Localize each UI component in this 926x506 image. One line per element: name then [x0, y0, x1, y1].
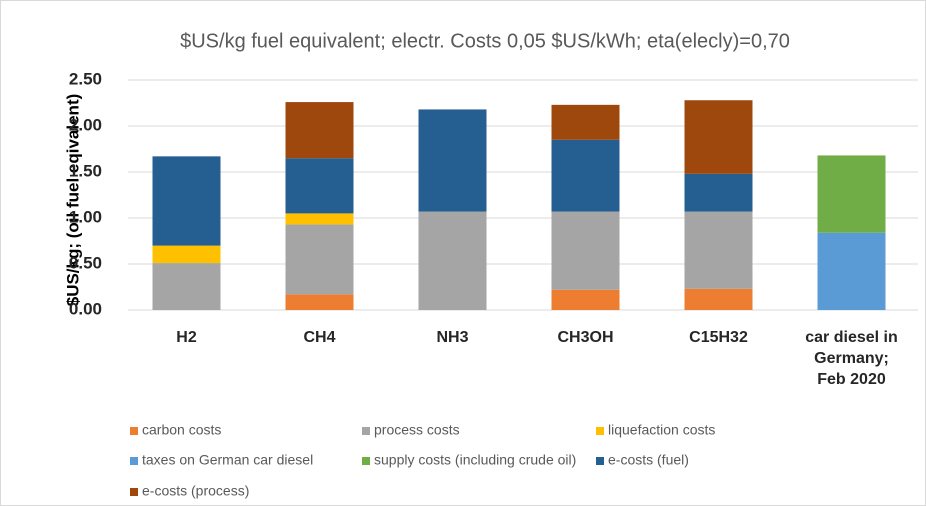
- legend-swatch: [130, 427, 138, 435]
- legend-swatch: [596, 457, 604, 465]
- legend-label: supply costs (including crude oil): [374, 452, 576, 468]
- bar-segment: [285, 102, 354, 159]
- legend-swatch: [130, 488, 138, 496]
- x-tick-label: NH3: [436, 329, 469, 346]
- legend-swatch: [362, 427, 370, 435]
- bar-segment: [551, 289, 620, 310]
- legend-swatch: [596, 427, 604, 435]
- bar-segment: [684, 173, 753, 212]
- bar-segment: [684, 288, 753, 310]
- y-tick-label: 2.00: [69, 115, 102, 134]
- legend-label: e-costs (process): [142, 483, 249, 499]
- bar-segment: [152, 245, 221, 264]
- y-axis-label: $US/kg; (oil fuel eqivalent): [63, 94, 82, 307]
- bar-segment: [285, 213, 354, 225]
- bar-segment: [418, 109, 487, 212]
- bar-segment: [285, 294, 354, 310]
- chart-title: $US/kg fuel equivalent; electr. Costs 0,…: [180, 30, 790, 52]
- legend-swatch: [362, 457, 370, 465]
- bar-segment: [418, 211, 487, 310]
- legend-label: process costs: [374, 422, 460, 438]
- x-tick-label: CH3OH: [557, 329, 614, 346]
- y-tick-label: 0.50: [69, 253, 102, 272]
- y-tick-label: 1.00: [69, 207, 102, 226]
- legend-label: taxes on German car diesel: [142, 452, 313, 468]
- legend-label: carbon costs: [142, 422, 221, 438]
- bar-segment: [152, 156, 221, 246]
- bar-segment: [551, 104, 620, 140]
- bar-segment: [285, 224, 354, 295]
- x-tick-label: CH4: [303, 329, 336, 346]
- legend-swatch: [130, 457, 138, 465]
- bar-segment: [551, 139, 620, 212]
- x-tick-label: H2: [176, 329, 197, 346]
- bar-segment: [684, 100, 753, 174]
- y-tick-label: 1.50: [69, 161, 102, 180]
- bar-segment: [817, 232, 886, 310]
- y-tick-label: 0.00: [69, 299, 102, 318]
- x-tick-label: C15H32: [689, 329, 748, 346]
- bar-segment: [152, 263, 221, 310]
- y-tick-label: 2.50: [69, 69, 102, 88]
- x-tick-label: car diesel in Germany; Feb 2020: [805, 329, 898, 388]
- bar-segment: [285, 158, 354, 214]
- legend-label: liquefaction costs: [608, 422, 715, 438]
- legend-label: e-costs (fuel): [608, 452, 689, 468]
- bar-segment: [684, 211, 753, 289]
- bar-segment: [817, 155, 886, 233]
- bar-segment: [551, 211, 620, 290]
